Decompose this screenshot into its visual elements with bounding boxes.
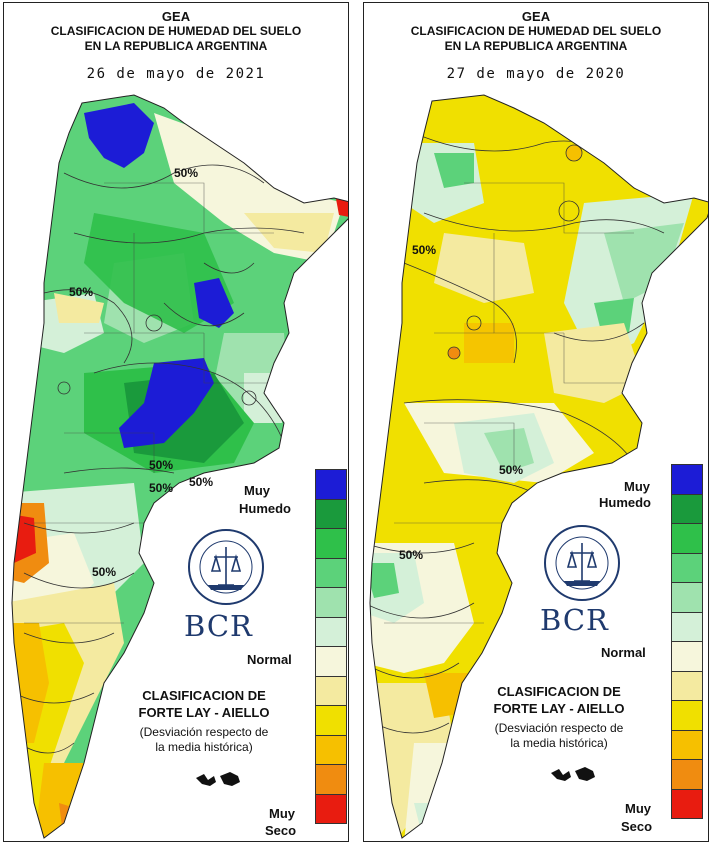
legend-swatch [316,587,346,617]
contour-label: 50% [189,475,214,489]
header-date: 27 de mayo de 2020 [446,66,626,82]
argentina-moisture-map-2021 [11,94,348,839]
legend-swatch [316,557,346,587]
legend-swatch [672,788,702,818]
legend-very-dry-label-1: Muy [625,801,651,816]
legend-swatch [672,493,702,523]
method-line1: CLASIFICACION DE [142,688,266,703]
header-title-line2: EN LA REPUBLICA ARGENTINA [444,39,628,53]
legend-swatch [316,764,346,794]
method-note1: (Desviación respecto de [139,725,269,739]
legend-normal-label: Normal [601,645,646,660]
argentina-moisture-map-2020 [369,94,708,839]
bcr-logo-text: BCR [540,603,609,637]
method-line1: CLASIFICACION DE [497,684,621,699]
malvinas-islands-icon [551,767,595,781]
legend-very-dry-label-2: Seco [265,823,297,838]
map-panel-2020: GEA CLASIFICACION DE HUMEDAD DEL SUELO E… [363,2,709,842]
legend-color-scale [671,464,703,819]
contour-label: 50% [149,458,174,472]
legend-swatch [316,675,346,705]
legend-swatch [316,734,346,764]
legend-swatch [672,759,702,789]
header-org: GEA [161,9,191,24]
legend-very-dry-label-1: Muy [269,806,295,821]
legend-swatch [316,646,346,676]
legend-swatch [672,611,702,641]
legend-very-wet-label-2: Humedo [599,495,651,510]
contour-label: 50% [92,565,117,579]
header-date: 26 de mayo de 2021 [86,66,266,82]
contour-label: 50% [149,481,174,495]
legend-swatch [672,729,702,759]
bcr-seal-icon [188,529,264,605]
legend-swatch [672,582,702,612]
legend-swatch [316,528,346,558]
bcr-seal-icon [544,525,620,601]
header-title-line1: CLASIFICACION DE HUMEDAD DEL SUELO [410,24,662,38]
legend-very-dry-label-2: Seco [621,819,653,834]
method-note2: la media histórica) [155,740,253,754]
legend-swatch [316,793,346,823]
legend-swatch [672,700,702,730]
method-note2: la media histórica) [510,736,608,750]
legend-normal-label: Normal [247,652,292,667]
legend-very-wet-label-1: Muy [244,483,270,498]
legend-very-wet-label-2: Humedo [239,501,291,516]
header-title-line2: EN LA REPUBLICA ARGENTINA [84,39,268,53]
contour-label: 50% [499,463,524,477]
legend-swatch [672,464,702,494]
contour-label: 50% [399,548,424,562]
malvinas-islands-icon [196,772,240,786]
method-line2: FORTE LAY - AIELLO [493,701,625,716]
legend-swatch [316,616,346,646]
legend-swatch [316,469,346,499]
legend-very-wet-label-1: Muy [624,479,650,494]
contour-label: 50% [69,285,94,299]
legend-swatch [316,705,346,735]
contour-label: 50% [174,166,199,180]
legend-swatch [672,552,702,582]
legend-swatch [316,498,346,528]
contour-label: 50% [412,243,437,257]
method-line2: FORTE LAY - AIELLO [138,705,270,720]
header-title-line1: CLASIFICACION DE HUMEDAD DEL SUELO [50,24,302,38]
map-panel-2021: GEA CLASIFICACION DE HUMEDAD DEL SUELO E… [3,2,349,842]
legend-swatch [672,641,702,671]
legend-color-scale [315,469,347,824]
bcr-logo-text: BCR [184,609,253,643]
legend-swatch [672,523,702,553]
header-org: GEA [521,9,551,24]
method-note1: (Desviación respecto de [494,721,624,735]
legend-swatch [672,670,702,700]
